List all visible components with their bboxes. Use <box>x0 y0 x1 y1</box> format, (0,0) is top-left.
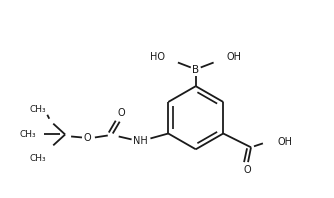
Text: O: O <box>83 133 91 143</box>
Text: OH: OH <box>226 52 241 62</box>
Text: NH: NH <box>133 136 148 146</box>
Text: O: O <box>243 165 251 175</box>
Text: O: O <box>118 108 126 118</box>
Text: OH: OH <box>278 137 293 147</box>
Text: CH₃: CH₃ <box>29 154 46 163</box>
Text: B: B <box>192 65 199 75</box>
Text: HO: HO <box>150 52 165 62</box>
Text: CH₃: CH₃ <box>19 130 36 139</box>
Text: CH₃: CH₃ <box>29 105 46 114</box>
